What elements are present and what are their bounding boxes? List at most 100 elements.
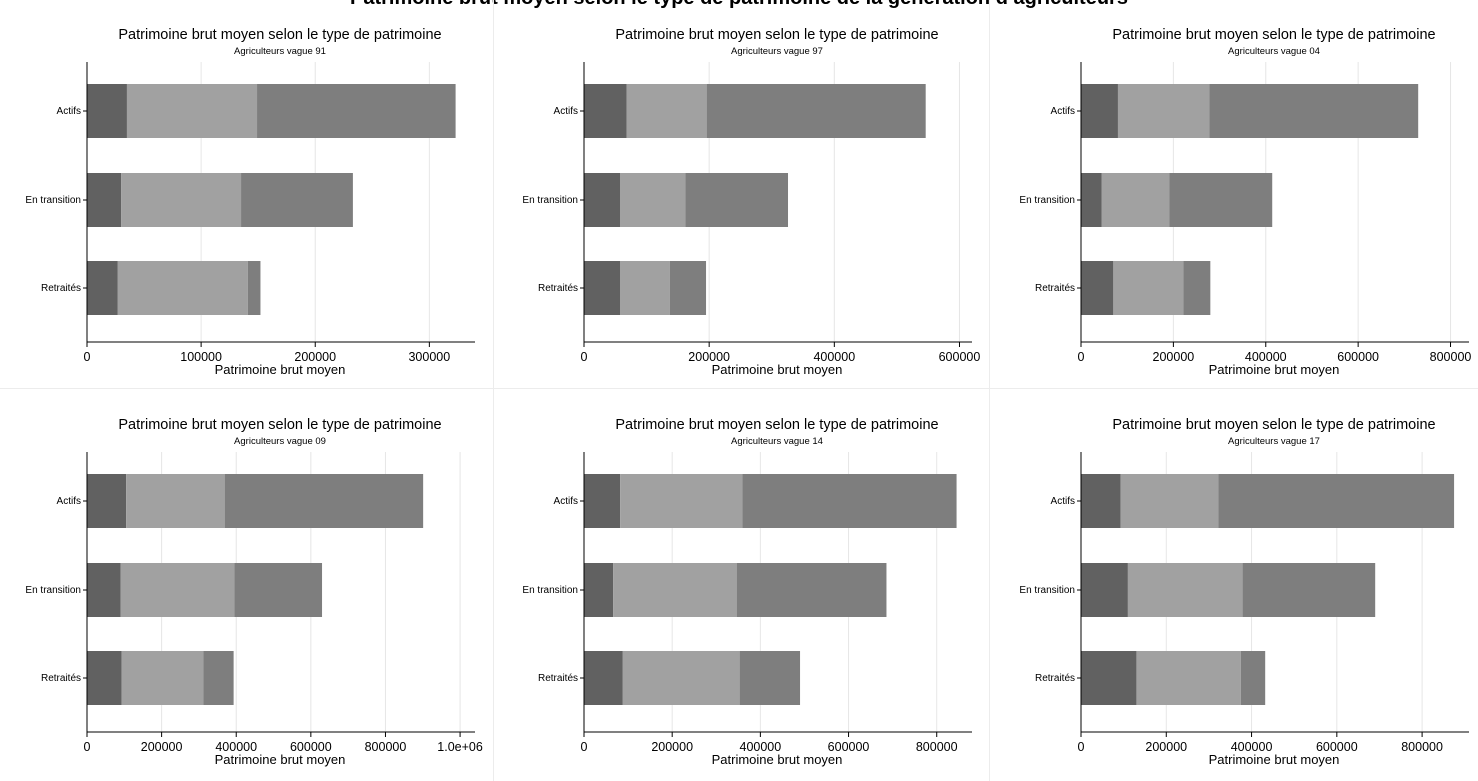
chart-panel: Patrimoine brut moyen selon le type de p… (497, 0, 989, 390)
bar-segment-actifs-3 (1218, 474, 1455, 528)
x-tick-label: 0 (581, 740, 588, 754)
bar-segment-en-transition-2 (1127, 563, 1243, 617)
bar-segment-en-transition-2 (620, 173, 686, 227)
chart-panel: Patrimoine brut moyen selon le type de p… (0, 0, 492, 390)
bar-segment-actifs-2 (620, 474, 743, 528)
chart-subtitle: Agriculteurs vague 91 (234, 46, 326, 57)
bar-segment-actifs-3 (1209, 84, 1419, 138)
x-tick-label: 600000 (290, 740, 332, 754)
y-category-label: Retraités (538, 673, 578, 684)
y-category-label: Actifs (57, 496, 81, 507)
bar-segment-retraites-3 (669, 261, 707, 315)
x-tick-label: 800000 (1401, 740, 1443, 754)
x-tick-label: 0 (84, 740, 91, 754)
x-axis-label: Patrimoine brut moyen (1209, 752, 1340, 767)
bar-segment-retraites-3 (247, 261, 261, 315)
bar-segment-actifs-1 (1081, 474, 1121, 528)
x-tick-label: 400000 (1231, 740, 1273, 754)
x-tick-label: 200000 (688, 350, 730, 364)
x-axis-label: Patrimoine brut moyen (712, 362, 843, 377)
x-tick-label: 200000 (1153, 350, 1195, 364)
chart-panel: Patrimoine brut moyen selon le type de p… (994, 0, 1478, 390)
x-tick-label: 1.0e+06 (437, 740, 483, 754)
bar-segment-actifs-2 (1120, 474, 1219, 528)
bar-segment-actifs-1 (1081, 84, 1118, 138)
x-tick-label: 400000 (215, 740, 257, 754)
x-tick-label: 800000 (365, 740, 407, 754)
x-tick-label: 200000 (651, 740, 693, 754)
chart-title: Patrimoine brut moyen selon le type de p… (118, 27, 441, 43)
y-category-label: En transition (1019, 195, 1075, 206)
x-tick-label: 200000 (294, 350, 336, 364)
chart-title: Patrimoine brut moyen selon le type de p… (1112, 27, 1435, 43)
bar-segment-retraites-1 (87, 261, 118, 315)
bar-segment-en-transition-2 (1101, 173, 1170, 227)
bar-segment-en-transition-1 (584, 173, 621, 227)
y-category-label: Actifs (1051, 106, 1075, 117)
bar-segment-actifs-1 (584, 474, 621, 528)
y-category-label: En transition (25, 195, 81, 206)
bar-segment-en-transition-2 (120, 563, 235, 617)
bar-chart: Patrimoine brut moyen selon le type de p… (522, 417, 972, 767)
x-axis-label: Patrimoine brut moyen (712, 752, 843, 767)
bar-segment-retraites-3 (739, 651, 801, 705)
y-category-label: Retraités (1035, 283, 1075, 294)
y-category-label: Retraités (41, 673, 81, 684)
bar-segment-en-transition-1 (1081, 173, 1102, 227)
x-tick-label: 600000 (1337, 350, 1379, 364)
x-tick-label: 600000 (939, 350, 981, 364)
bar-segment-retraites-2 (121, 651, 204, 705)
bar-segment-actifs-2 (1117, 84, 1210, 138)
bar-segment-en-transition-3 (234, 563, 323, 617)
x-tick-label: 300000 (408, 350, 450, 364)
bar-segment-retraites-2 (622, 651, 740, 705)
bar-segment-en-transition-2 (121, 173, 242, 227)
y-category-label: En transition (25, 585, 81, 596)
chart-subtitle: Agriculteurs vague 14 (731, 436, 823, 447)
chart-title: Patrimoine brut moyen selon le type de p… (615, 417, 938, 433)
bar-segment-retraites-3 (1183, 261, 1211, 315)
x-tick-label: 0 (1078, 740, 1085, 754)
bar-segment-actifs-3 (742, 474, 957, 528)
bar-chart: Patrimoine brut moyen selon le type de p… (1019, 27, 1472, 377)
bar-segment-retraites-2 (1113, 261, 1184, 315)
x-axis-label: Patrimoine brut moyen (215, 362, 346, 377)
panel-separator (493, 0, 494, 781)
bar-segment-en-transition-3 (736, 563, 887, 617)
x-tick-label: 0 (1078, 350, 1085, 364)
bar-segment-actifs-3 (257, 84, 456, 138)
bar-segment-retraites-3 (203, 651, 234, 705)
bar-segment-en-transition-3 (1169, 173, 1273, 227)
x-axis-label: Patrimoine brut moyen (1209, 362, 1340, 377)
chart-subtitle: Agriculteurs vague 04 (1228, 46, 1320, 57)
x-tick-label: 600000 (1316, 740, 1358, 754)
bar-segment-en-transition-3 (1242, 563, 1376, 617)
bar-segment-retraites-1 (1081, 261, 1114, 315)
x-tick-label: 100000 (180, 350, 222, 364)
chart-subtitle: Agriculteurs vague 09 (234, 436, 326, 447)
x-tick-label: 800000 (1430, 350, 1472, 364)
chart-subtitle: Agriculteurs vague 17 (1228, 436, 1320, 447)
chart-title: Patrimoine brut moyen selon le type de p… (118, 417, 441, 433)
bar-segment-en-transition-2 (613, 563, 737, 617)
chart-panel: Patrimoine brut moyen selon le type de p… (497, 390, 989, 780)
x-axis-label: Patrimoine brut moyen (215, 752, 346, 767)
bar-chart: Patrimoine brut moyen selon le type de p… (1019, 417, 1469, 767)
x-tick-label: 400000 (813, 350, 855, 364)
bar-segment-actifs-1 (584, 84, 627, 138)
y-category-label: En transition (1019, 585, 1075, 596)
bar-chart: Patrimoine brut moyen selon le type de p… (25, 27, 475, 377)
bar-segment-actifs-1 (87, 84, 127, 138)
bar-segment-en-transition-1 (87, 563, 121, 617)
x-tick-label: 0 (581, 350, 588, 364)
bar-segment-retraites-1 (584, 651, 623, 705)
bar-segment-retraites-1 (87, 651, 122, 705)
chart-panel: Patrimoine brut moyen selon le type de p… (994, 390, 1478, 780)
x-tick-label: 600000 (828, 740, 870, 754)
x-tick-label: 400000 (740, 740, 782, 754)
bar-segment-actifs-2 (126, 474, 225, 528)
y-category-label: Actifs (554, 106, 578, 117)
y-category-label: En transition (522, 195, 578, 206)
y-category-label: En transition (522, 585, 578, 596)
